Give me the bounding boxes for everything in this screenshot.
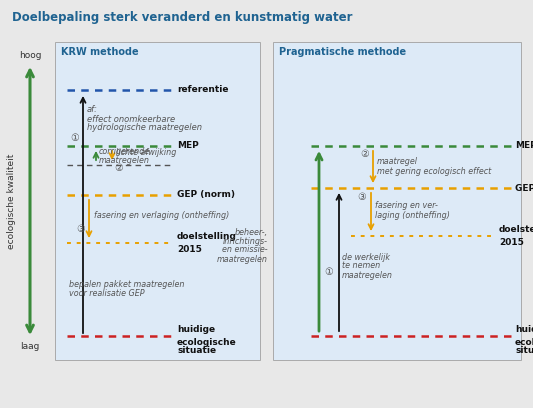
Text: MEP: MEP — [515, 142, 533, 151]
Text: maatregel: maatregel — [377, 157, 418, 166]
Text: ②: ② — [361, 149, 369, 159]
Text: corrigerende: corrigerende — [99, 147, 150, 156]
Text: fasering en ver-: fasering en ver- — [375, 202, 438, 211]
Text: fasering en verlaging (ontheffing): fasering en verlaging (ontheffing) — [94, 211, 229, 220]
Text: KRW methode: KRW methode — [61, 47, 139, 57]
Text: doelstelling: doelstelling — [499, 225, 533, 234]
Text: ①: ① — [71, 133, 79, 143]
Text: ecologische: ecologische — [515, 338, 533, 347]
Text: MEP: MEP — [177, 142, 199, 151]
Text: bepalen pakket maatregelen: bepalen pakket maatregelen — [69, 280, 184, 289]
Text: ecologische kwaliteit: ecologische kwaliteit — [7, 153, 17, 249]
Text: beheer-,: beheer-, — [235, 228, 268, 237]
Text: ecologische: ecologische — [177, 338, 237, 347]
Text: ③: ③ — [77, 224, 85, 234]
Bar — [273, 42, 521, 360]
Text: Doelbepaling sterk veranderd en kunstmatig water: Doelbepaling sterk veranderd en kunstmat… — [12, 11, 352, 24]
Bar — [55, 42, 260, 360]
Text: referentie: referentie — [177, 86, 229, 95]
Text: situatie: situatie — [515, 346, 533, 355]
Text: maatregelen: maatregelen — [217, 255, 268, 264]
Text: Pragmatische methode: Pragmatische methode — [279, 47, 406, 57]
Text: huidige: huidige — [515, 325, 533, 334]
Text: situatie: situatie — [177, 346, 216, 355]
Text: laag: laag — [20, 342, 39, 351]
Text: 2015: 2015 — [177, 245, 202, 254]
Text: inrichtings-: inrichtings- — [223, 237, 268, 246]
Text: af:: af: — [87, 106, 98, 115]
Text: laging (ontheffing): laging (ontheffing) — [375, 211, 450, 220]
Text: GEP (norm): GEP (norm) — [177, 191, 235, 200]
Text: voor realisatie GEP: voor realisatie GEP — [69, 289, 144, 298]
Text: hoog: hoog — [19, 51, 41, 60]
Text: maatregelen: maatregelen — [342, 271, 393, 279]
Text: ③: ③ — [358, 192, 366, 202]
Text: GEP (norm): GEP (norm) — [515, 184, 533, 193]
Text: de werkelijk: de werkelijk — [342, 253, 390, 262]
Text: doelstelling: doelstelling — [177, 232, 237, 241]
Text: 2015: 2015 — [499, 238, 524, 247]
Text: lichte afwijking: lichte afwijking — [116, 148, 176, 157]
Text: te nemen: te nemen — [342, 262, 380, 271]
Text: en emissie-: en emissie- — [222, 246, 268, 255]
Text: met gering ecologisch effect: met gering ecologisch effect — [377, 168, 491, 177]
Text: ①: ① — [325, 267, 333, 277]
Text: maatregelen: maatregelen — [99, 156, 150, 165]
Text: effect onomkeerbare: effect onomkeerbare — [87, 115, 175, 124]
Text: hydrologische maatregelen: hydrologische maatregelen — [87, 124, 202, 133]
Text: ②: ② — [115, 163, 123, 173]
Text: huidige: huidige — [177, 325, 215, 334]
